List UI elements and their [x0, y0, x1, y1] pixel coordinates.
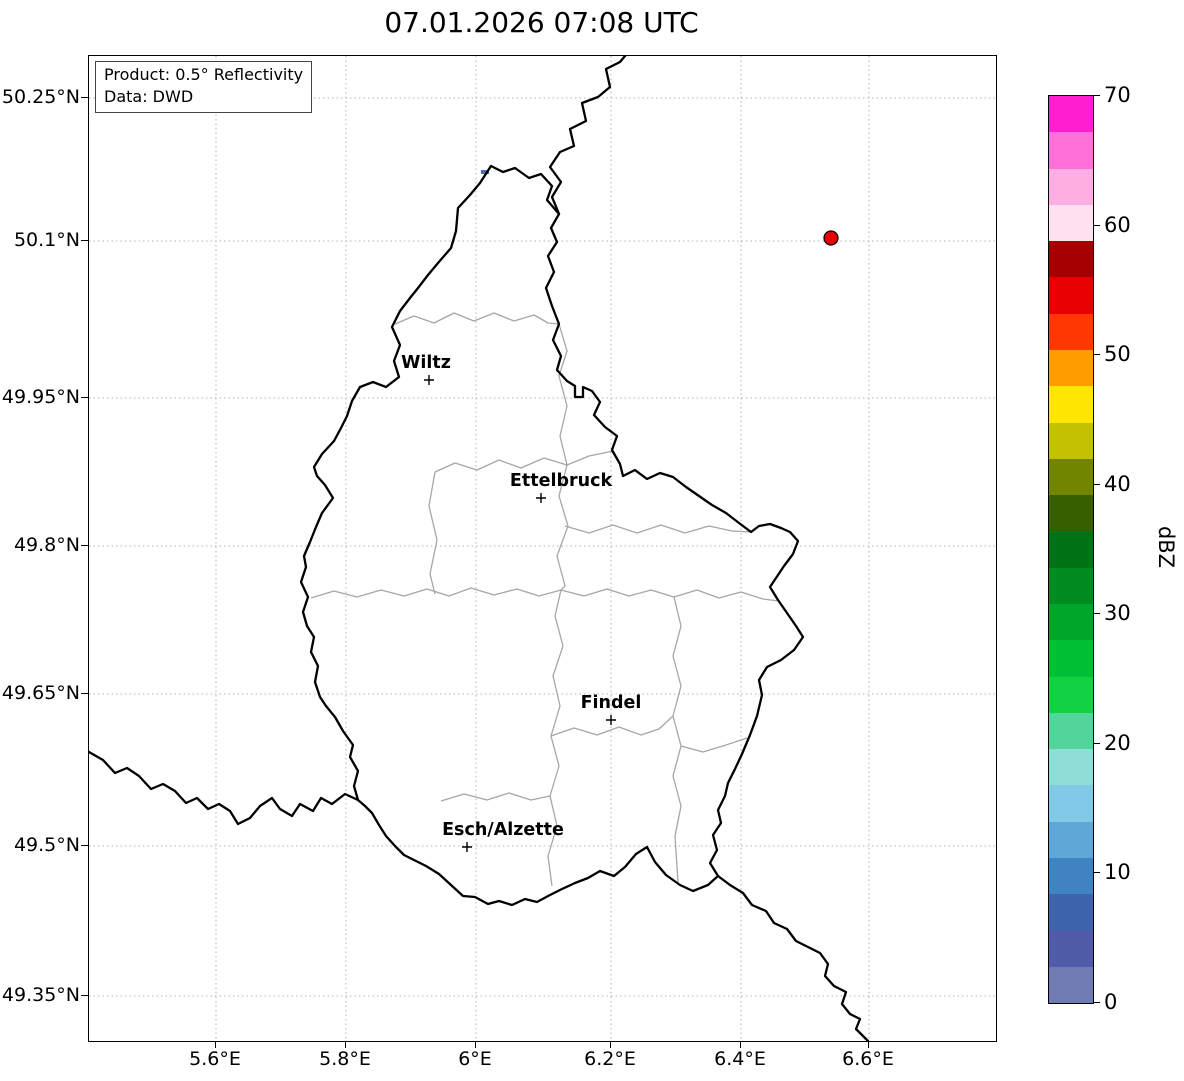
colorbar-tick-label: 20	[1104, 731, 1131, 755]
map-plot: Wiltz Ettelbruck Findel Esch/Alzette	[88, 55, 997, 1042]
colorbar-tick	[1093, 95, 1100, 97]
colorbar-segment	[1049, 894, 1093, 931]
colorbar-tick-label: 30	[1104, 601, 1131, 625]
x-axis-tick	[610, 1041, 612, 1048]
colorbar-segment	[1049, 168, 1093, 205]
colorbar	[1048, 95, 1094, 1004]
x-axis-tick	[740, 1041, 742, 1048]
grid-lines	[89, 56, 996, 1041]
colorbar-unit-label: dBZ	[1154, 525, 1178, 569]
x-axis-tick-label: 6.4°E	[714, 1048, 766, 1070]
y-axis-tick-label: 49.5°N	[13, 834, 80, 856]
colorbar-segment	[1049, 676, 1093, 713]
colorbar-segment	[1049, 640, 1093, 677]
city-label-esch-alzette: Esch/Alzette	[442, 820, 564, 840]
colorbar-segment	[1049, 531, 1093, 568]
info-box: Product: 0.5° Reflectivity Data: DWD	[95, 61, 313, 113]
colorbar-tick-label: 40	[1104, 472, 1131, 496]
x-axis-tick	[868, 1041, 870, 1048]
colorbar-segment	[1049, 930, 1093, 967]
y-axis-tick-label: 50.25°N	[1, 86, 80, 108]
colorbar-tick-label: 50	[1104, 342, 1131, 366]
x-axis-tick-label: 6°E	[458, 1048, 492, 1070]
colorbar-segment	[1049, 603, 1093, 641]
city-marker-wiltz	[424, 375, 434, 385]
map-canvas: Wiltz Ettelbruck Findel Esch/Alzette	[89, 56, 996, 1041]
city-label-findel: Findel	[581, 693, 642, 713]
info-box-source: Data: DWD	[104, 87, 194, 106]
city-marker-esch-alzette	[462, 842, 472, 852]
y-axis-tick	[81, 240, 88, 242]
y-axis-tick-label: 49.95°N	[1, 386, 80, 408]
city-label-wiltz: Wiltz	[401, 353, 451, 373]
y-axis-tick-label: 50.1°N	[13, 229, 80, 251]
x-axis-tick	[475, 1041, 477, 1048]
x-axis-tick-label: 6.6°E	[842, 1048, 894, 1070]
figure-title: 07.01.2026 07:08 UTC	[384, 6, 699, 39]
city-esch-alzette: Esch/Alzette	[442, 820, 564, 852]
colorbar-segment	[1049, 495, 1093, 532]
colorbar-segment	[1049, 422, 1093, 459]
colorbar-tick	[1093, 354, 1100, 356]
y-axis-tick	[81, 693, 88, 695]
colorbar-segment	[1049, 386, 1093, 423]
colorbar-segment	[1049, 785, 1093, 822]
colorbar-segment	[1049, 458, 1093, 496]
colorbar-tick	[1093, 743, 1100, 745]
y-axis-tick	[81, 845, 88, 847]
belgium-france-border	[89, 750, 360, 826]
district-borders	[310, 312, 780, 887]
y-axis-tick-label: 49.8°N	[13, 534, 80, 556]
colorbar-tick	[1093, 613, 1100, 615]
x-axis-tick-label: 5.8°E	[319, 1048, 371, 1070]
france-germany-border	[716, 874, 870, 1041]
colorbar-segment	[1049, 349, 1093, 387]
luxembourg-border	[299, 164, 805, 907]
radar-site-dot	[823, 230, 839, 246]
y-axis-tick-label: 49.65°N	[1, 682, 80, 704]
y-axis-tick	[81, 97, 88, 99]
colorbar-segment	[1049, 277, 1093, 314]
city-label-ettelbruck: Ettelbruck	[510, 471, 613, 491]
colorbar-tick-label: 10	[1104, 860, 1131, 884]
city-ettelbruck: Ettelbruck	[510, 471, 613, 503]
y-axis-tick	[81, 995, 88, 997]
reflectivity-echo	[481, 170, 489, 174]
colorbar-segment	[1049, 204, 1093, 242]
country-borders	[89, 56, 870, 1041]
colorbar-segment	[1049, 313, 1093, 350]
colorbar-segments	[1049, 96, 1093, 1004]
colorbar-segment	[1049, 96, 1093, 133]
city-annotations: Wiltz Ettelbruck Findel Esch/Alzette	[401, 353, 641, 852]
x-axis-tick-label: 6.2°E	[584, 1048, 636, 1070]
x-axis-tick-label: 5.6°E	[189, 1048, 241, 1070]
colorbar-segment	[1049, 567, 1093, 604]
y-axis-tick	[81, 545, 88, 547]
colorbar-segment	[1049, 132, 1093, 169]
colorbar-tick	[1093, 484, 1100, 486]
city-marker-ettelbruck	[536, 493, 546, 503]
colorbar-segment	[1049, 241, 1093, 278]
colorbar-segment	[1049, 821, 1093, 858]
belgium-germany-border	[548, 56, 627, 216]
city-marker-findel	[606, 715, 616, 725]
colorbar-segment	[1049, 966, 1093, 1004]
colorbar-tick	[1093, 872, 1100, 874]
colorbar-segment	[1049, 749, 1093, 786]
city-wiltz: Wiltz	[401, 353, 451, 385]
city-findel: Findel	[581, 693, 642, 725]
y-axis-tick	[81, 397, 88, 399]
colorbar-tick-label: 60	[1104, 213, 1131, 237]
colorbar-segment	[1049, 857, 1093, 895]
colorbar-segment	[1049, 712, 1093, 750]
colorbar-tick	[1093, 1002, 1100, 1004]
colorbar-tick-label: 70	[1104, 83, 1131, 107]
x-axis-tick	[345, 1041, 347, 1048]
info-box-product: Product: 0.5° Reflectivity	[104, 65, 304, 84]
y-axis-tick-label: 49.35°N	[1, 984, 80, 1006]
x-axis-tick	[215, 1041, 217, 1048]
colorbar-tick	[1093, 225, 1100, 227]
colorbar-tick-label: 0	[1104, 990, 1118, 1014]
